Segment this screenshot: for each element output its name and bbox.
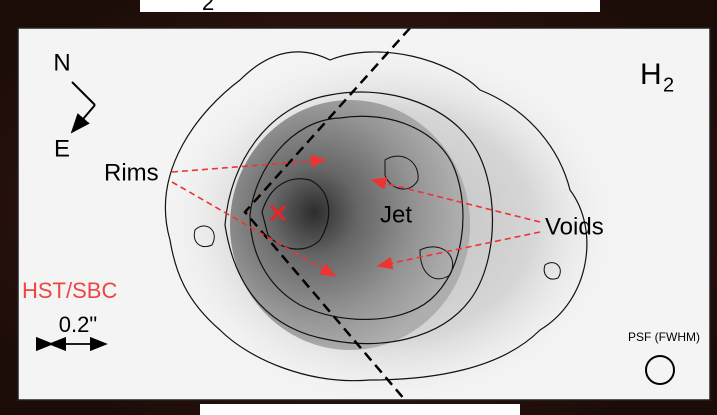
bottom-strip [200, 404, 520, 415]
label-scale: 0.2" [59, 312, 97, 337]
label-rims: Rims [104, 159, 159, 186]
compass-north: N [53, 49, 70, 76]
title: H [640, 58, 662, 91]
image [18, 28, 710, 415]
top-fragment: 2 [202, 0, 214, 15]
title-subscript: 2 [663, 74, 674, 96]
label-instrument: HST/SBC [22, 278, 117, 303]
label-psf: PSF (FWHM) [628, 330, 700, 344]
label-jet: Jet [380, 201, 412, 228]
compass-east: E [54, 135, 70, 162]
figure: 2 H 2 N E Rims Jet Voids HST/SBC 0.2" PS… [0, 0, 717, 415]
page: {"top_fragment": "2", "title": {"text": … [0, 0, 717, 415]
label-voids: Voids [545, 213, 604, 240]
